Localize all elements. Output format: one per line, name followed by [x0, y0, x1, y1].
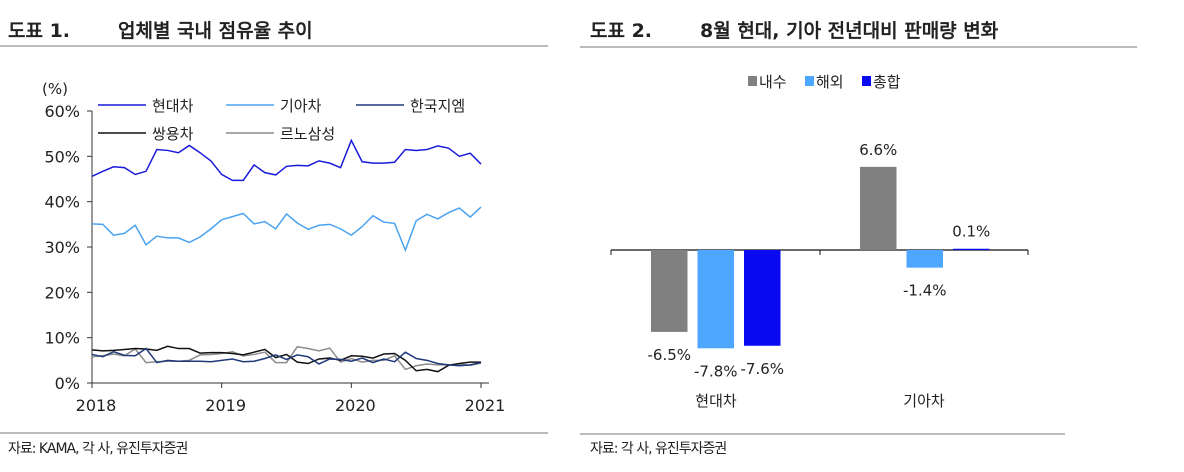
y-tick-label: 50%	[44, 147, 80, 166]
legend-swatch	[862, 76, 871, 86]
category-label: 현대차	[695, 392, 737, 410]
data-label: -7.8%	[694, 362, 738, 380]
series-line-현대차	[91, 138, 482, 182]
data-label: -6.5%	[647, 346, 691, 364]
left-title-divider	[0, 45, 548, 47]
right-source-note: 자료: 각 사, 유진투자증권	[590, 441, 727, 457]
y-tick-label: 30%	[44, 238, 80, 257]
bar-총합-기아차	[953, 248, 990, 250]
figure-number: 도표 2.	[590, 20, 653, 42]
legend-label: 쌍용차	[152, 125, 194, 143]
x-tick-label: 2021	[465, 396, 506, 415]
bar-해외-기아차	[906, 250, 943, 268]
y-tick-label: 60%	[44, 102, 80, 121]
legend-label: 기아차	[280, 97, 322, 115]
data-label: 0.1%	[952, 223, 990, 241]
data-label: -7.6%	[740, 360, 784, 378]
figure-title-text: 업체별 국내 점유율 추이	[118, 20, 313, 42]
series-line-쌍용차	[91, 345, 481, 373]
bar-해외-현대차	[697, 250, 734, 349]
left-figure-title: 도표 1. 업체별 국내 점유율 추이	[8, 16, 313, 43]
data-label: -1.4%	[903, 282, 947, 300]
legend-label: 현대차	[152, 97, 194, 115]
x-tick-label: 2020	[335, 396, 376, 415]
figure-number: 도표 1.	[8, 20, 71, 42]
y-tick-label: 0%	[55, 374, 80, 393]
bar-총합-현대차	[744, 250, 781, 346]
category-label: 기아차	[903, 392, 945, 410]
y-axis-unit: (%)	[42, 80, 68, 98]
legend-swatch	[805, 76, 814, 86]
series-line-기아차	[91, 206, 482, 253]
legend-label: 총합	[873, 73, 901, 91]
figure-title-text: 8월 현대, 기아 전년대비 판매량 변화	[700, 20, 999, 42]
right-figure-title: 도표 2. 8월 현대, 기아 전년대비 판매량 변화	[590, 16, 998, 43]
y-tick-label: 40%	[44, 193, 80, 212]
series-line-한국지엠	[91, 347, 482, 367]
legend-label: 르노삼성	[280, 125, 335, 143]
right-footer-divider	[580, 433, 1065, 435]
y-tick-label: 10%	[44, 329, 80, 348]
x-tick-label: 2019	[205, 396, 246, 415]
bar-내수-현대차	[651, 250, 688, 332]
data-label: 6.6%	[859, 141, 897, 159]
left-footer-divider	[0, 432, 548, 434]
y-tick-label: 20%	[44, 283, 80, 302]
bar-내수-기아차	[860, 166, 897, 250]
left-source-note: 자료: KAMA, 각 사, 유진투자증권	[8, 441, 188, 457]
x-tick-label: 2018	[76, 396, 117, 415]
legend-label: 한국지엠	[410, 97, 465, 115]
legend-label: 해외	[816, 73, 844, 91]
market-share-line-chart: 0% 10% 20% 30% 40% 50% 60% (%) 2018 2019 2020 2021 현…	[42, 80, 506, 415]
legend-label: 내수	[759, 73, 787, 91]
legend-swatch	[748, 76, 757, 86]
right-title-divider	[580, 46, 1137, 48]
